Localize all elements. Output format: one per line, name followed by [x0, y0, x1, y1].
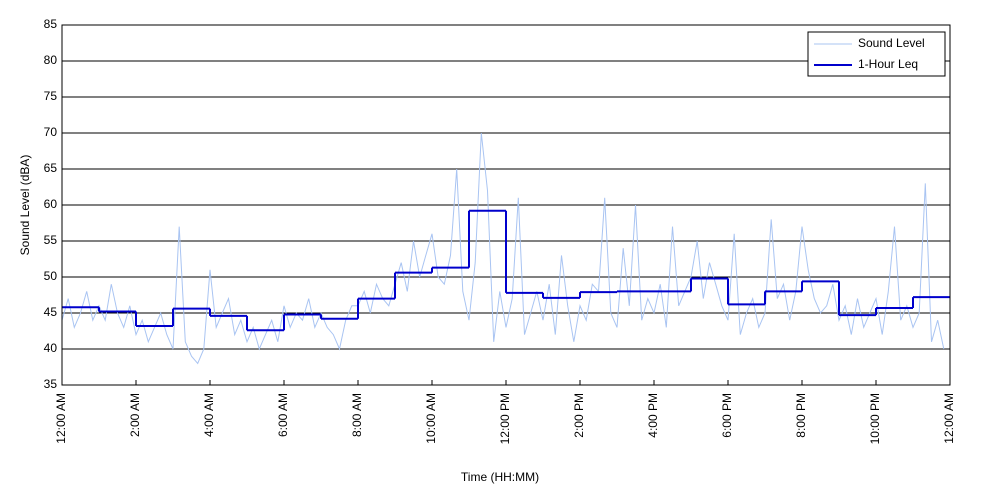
- y-tick-label: 70: [44, 125, 58, 139]
- sound-level-line: [61, 132, 945, 365]
- x-tick-label: 4:00 AM: [202, 393, 216, 437]
- y-tick-label: 50: [44, 269, 58, 283]
- y-tick-label: 60: [44, 197, 58, 211]
- x-tick-label: 2:00 PM: [572, 393, 586, 438]
- y-tick-label: 80: [44, 53, 58, 67]
- x-tick-label: 10:00 PM: [868, 393, 882, 444]
- x-tick-label: 4:00 PM: [646, 393, 660, 438]
- legend-label: Sound Level: [858, 36, 925, 50]
- legend-label: 1-Hour Leq: [858, 57, 918, 71]
- y-tick-label: 45: [44, 305, 58, 319]
- x-tick-label: 6:00 PM: [720, 393, 734, 438]
- y-tick-label: 65: [44, 161, 58, 175]
- y-tick-label: 35: [44, 377, 58, 391]
- legend-box: [807, 31, 946, 77]
- x-tick-label: 12:00 AM: [54, 393, 68, 444]
- x-tick-label: 10:00 AM: [424, 393, 438, 444]
- x-tick-label: 2:00 AM: [128, 393, 142, 437]
- y-tick-label: 75: [44, 89, 58, 103]
- y-tick-label: 85: [44, 17, 58, 31]
- x-tick-label: 8:00 PM: [794, 393, 808, 438]
- x-tick-label: 8:00 AM: [350, 393, 364, 437]
- y-tick-label: 55: [44, 233, 58, 247]
- x-axis-label: Time (HH:MM): [461, 470, 539, 484]
- x-tick-label: 6:00 AM: [276, 393, 290, 437]
- plot-frame: [61, 24, 951, 386]
- x-tick-label: 12:00 PM: [498, 393, 512, 444]
- x-tick-label: 12:00 AM: [942, 393, 956, 444]
- y-axis-label: Sound Level (dBA): [18, 155, 32, 256]
- y-tick-label: 40: [44, 341, 58, 355]
